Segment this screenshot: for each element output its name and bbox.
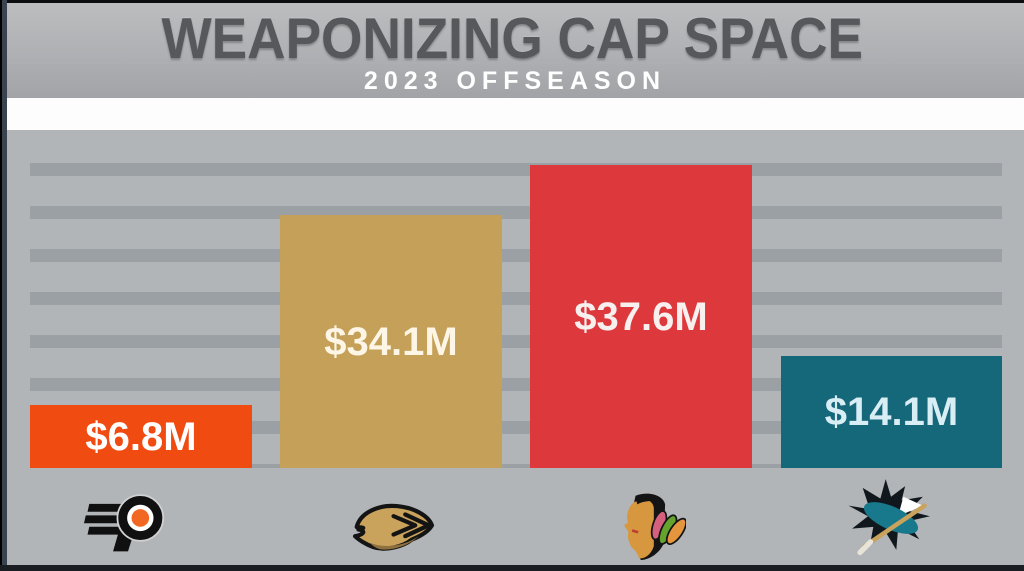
header: WEAPONIZING CAP SPACE 2023 OFFSEASON <box>0 3 1024 98</box>
sharks-logo <box>845 477 937 559</box>
page-title: WEAPONIZING CAP SPACE <box>161 5 863 71</box>
left-edge-band <box>0 0 7 571</box>
top-black-strip <box>0 0 1024 3</box>
white-divider-band <box>0 98 1024 130</box>
blackhawks-logo <box>606 490 686 564</box>
ducks-logo <box>345 498 437 556</box>
bar-blackhawks: $37.6M <box>530 165 752 468</box>
bottom-black-strip <box>0 565 1024 571</box>
bar-value-label: $6.8M <box>85 414 197 459</box>
flyers-logo <box>84 492 172 558</box>
bar-value-label: $37.6M <box>574 294 708 339</box>
bar-value-label: $34.1M <box>324 319 458 364</box>
bar-sharks: $14.1M <box>781 356 1002 468</box>
page-subtitle: 2023 OFFSEASON <box>363 67 667 95</box>
bar-flyers: $6.8M <box>30 405 252 468</box>
bar-value-label: $14.1M <box>824 390 959 434</box>
bar-ducks: $34.1M <box>280 215 502 468</box>
